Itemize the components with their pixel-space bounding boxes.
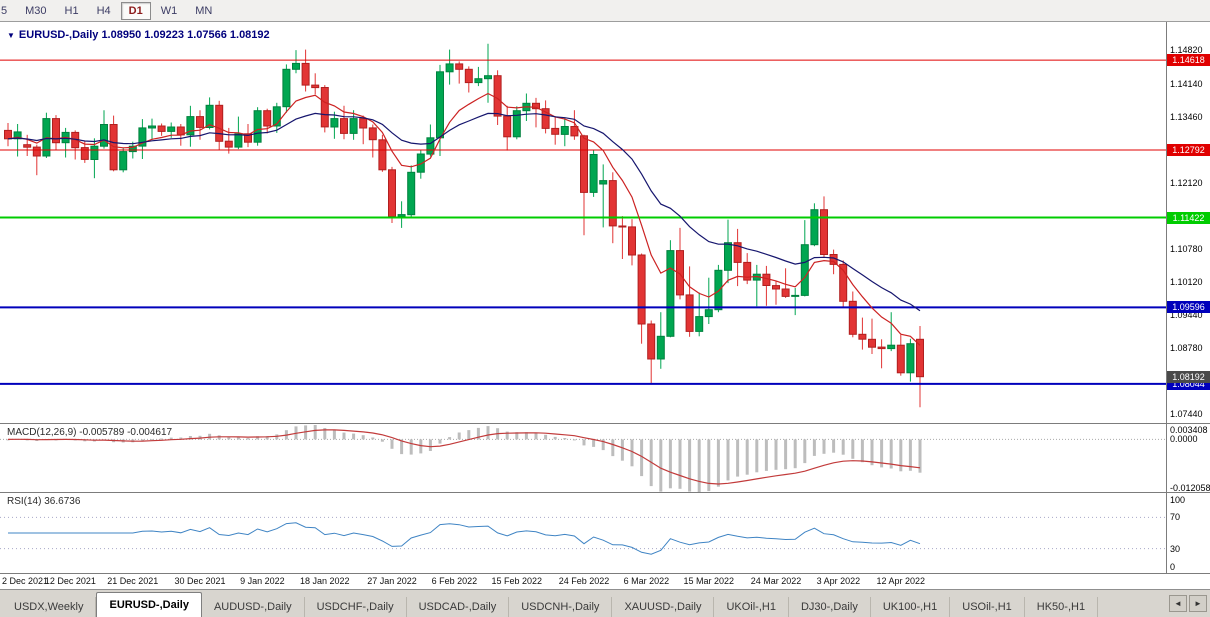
tabs-scroll-left-button[interactable]: ◄: [1169, 595, 1187, 612]
macd-label: MACD(12,26,9) -0.005789 -0.004617: [7, 427, 173, 438]
chart-window: ▼ EURUSD-,Daily 1.08950 1.09223 1.07566 1…: [0, 22, 1210, 589]
symbol-tabbar: USDX,Weekly EURUSD-,Daily AUDUSD-,Daily USD…: [0, 589, 1210, 617]
date-label: 30 Dec 2021: [174, 576, 226, 586]
price-tick-label: 1.14820: [1170, 45, 1203, 56]
date-label: 6 Mar 2022: [623, 576, 670, 586]
price-tick-label: 1.08780: [1170, 342, 1203, 353]
macd-scale-zero: 0.0000: [1170, 434, 1198, 445]
tab-scroll-controls: ◄ ►: [1166, 590, 1210, 617]
tab-dj30-daily[interactable]: DJ30-,Daily: [789, 597, 871, 617]
timeframe-toolbar: 5 M30 H1 H4 D1 W1 MN: [0, 0, 1210, 22]
price-chart-canvas[interactable]: [0, 24, 1166, 423]
date-label: 3 Apr 2022: [816, 576, 861, 586]
candles: [4, 43, 924, 408]
tab-usdx-weekly[interactable]: USDX,Weekly: [2, 597, 97, 617]
date-label: 24 Mar 2022: [750, 576, 802, 586]
tab-usoil-h1[interactable]: USOil-,H1: [950, 597, 1025, 617]
date-label: 18 Jan 2022: [300, 576, 350, 586]
date-label: 12 Dec 2021: [44, 576, 96, 586]
tab-uk100-h1[interactable]: UK100-,H1: [871, 597, 951, 617]
price-scale[interactable]: 1.148201.141401.134601.127801.121201.114…: [1167, 22, 1210, 589]
panel-resize-separator[interactable]: [0, 492, 1210, 493]
macd-indicator-canvas[interactable]: [0, 425, 1166, 492]
tab-ukoil-h1[interactable]: UKOil-,H1: [714, 597, 789, 617]
tab-usdcad-daily[interactable]: USDCAD-,Daily: [407, 597, 510, 617]
rsi-scale-70: 70: [1170, 512, 1181, 523]
date-label: 9 Jan 2022: [240, 576, 285, 586]
rsi-scale-30: 30: [1170, 543, 1181, 554]
tabs-scroll-right-button[interactable]: ►: [1189, 595, 1207, 612]
tab-xauusd-daily[interactable]: XAUUSD-,Daily: [612, 597, 715, 617]
timeframe-button-h1[interactable]: H1: [64, 4, 79, 17]
price-tick-label: 1.13460: [1170, 112, 1203, 123]
price-tick-label: 1.14140: [1170, 78, 1203, 89]
timeframe-button-5[interactable]: 5: [1, 4, 8, 17]
rsi-scale-100: 100: [1170, 495, 1186, 505]
date-label: 15 Feb 2022: [491, 576, 543, 586]
rsi-label: RSI(14) 36.6736: [7, 496, 81, 507]
tab-hk50-h1[interactable]: HK50-,H1: [1025, 597, 1099, 617]
current-price-badge: 1.08192: [1167, 370, 1210, 383]
date-label: 6 Feb 2022: [431, 576, 478, 586]
price-level-badge: 1.14618: [1167, 54, 1210, 67]
macd-scale-min: -0.012058: [1170, 483, 1210, 493]
collapse-chart-icon[interactable]: ▼: [7, 31, 15, 40]
price-level-badge: 1.11422: [1167, 211, 1210, 224]
price-level-badge: 1.09596: [1167, 301, 1210, 314]
macd-scale-max: 0.003408: [1170, 425, 1208, 435]
symbol-tabs: USDX,Weekly EURUSD-,Daily AUDUSD-,Daily USD…: [0, 590, 1166, 617]
timeframe-button-mn[interactable]: MN: [195, 4, 213, 17]
price-tick-label: 1.10780: [1170, 244, 1203, 255]
price-level-badge: 1.12792: [1167, 144, 1210, 156]
date-label: 27 Jan 2022: [367, 576, 417, 586]
price-tick-label: 1.09440: [1170, 310, 1203, 321]
timeframe-button-h4[interactable]: H4: [96, 4, 111, 17]
date-label: 24 Feb 2022: [558, 576, 610, 586]
horizontal-level-lines[interactable]: [0, 59, 1166, 385]
price-scale-separator: [1166, 22, 1167, 574]
chart-title: ▼ EURUSD-,Daily 1.08950 1.09223 1.07566 1…: [7, 29, 270, 41]
tab-usdcnh-daily[interactable]: USDCNH-,Daily: [509, 597, 613, 617]
chart-title-text: EURUSD-,Daily 1.08950 1.09223 1.07566 1.…: [18, 29, 270, 41]
timeframe-button-w1[interactable]: W1: [160, 4, 178, 17]
rsi-indicator-canvas[interactable]: [0, 494, 1166, 572]
tab-audusd-daily[interactable]: AUDUSD-,Daily: [202, 597, 305, 617]
timeframe-button-m30[interactable]: M30: [25, 4, 47, 17]
price-tick-label: 1.10120: [1170, 276, 1203, 287]
tab-eurusd-daily[interactable]: EURUSD-,Daily: [96, 592, 202, 617]
price-tick-label: 1.07440: [1170, 408, 1203, 419]
date-label: 12 Apr 2022: [876, 576, 926, 586]
price-tick-label: 1.12120: [1170, 178, 1203, 189]
date-label: 15 Mar 2022: [683, 576, 735, 586]
rsi-scale-0: 0: [1170, 562, 1176, 572]
date-label: 2 Dec 2021: [2, 576, 49, 586]
date-axis-separator: [0, 573, 1210, 574]
timeframe-button-d1[interactable]: D1: [120, 1, 151, 20]
date-label: 21 Dec 2021: [107, 576, 159, 586]
tab-usdchf-daily[interactable]: USDCHF-,Daily: [305, 597, 407, 617]
panel-resize-separator[interactable]: [0, 423, 1210, 424]
moving-average-lines: [7, 92, 921, 346]
date-axis[interactable]: 2 Dec 2021 12 Dec 2021 21 Dec 2021 30 Dec 2…: [0, 575, 1166, 589]
